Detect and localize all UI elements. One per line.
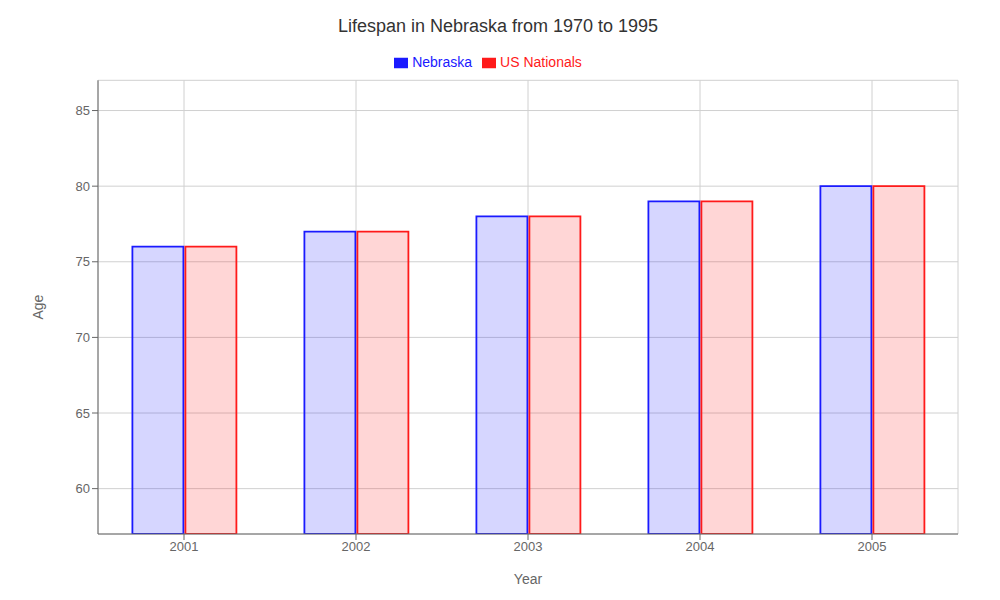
html-text:Lifespan in Nebraska from 1970: Lifespan in Nebraska from 1970 to 1995 — [337, 16, 659, 36]
svg-text:2003: 2003 — [514, 539, 543, 554]
svg-text:2004: 2004 — [686, 539, 715, 554]
svg-text:2001: 2001 — [170, 539, 199, 554]
svg-text:60: 60 — [76, 481, 90, 496]
html-text:Nebraska: Nebraska — [412, 54, 473, 70]
svg-text:85: 85 — [76, 103, 90, 118]
svg-text:2002: 2002 — [342, 539, 371, 554]
svg-text:80: 80 — [76, 179, 90, 194]
svg-text:Year: Year — [514, 571, 543, 587]
svg-text:75: 75 — [76, 254, 90, 269]
html-text:US Nationals: US Nationals — [500, 54, 582, 70]
svg-text:2005: 2005 — [858, 539, 887, 554]
svg-text:Age: Age — [30, 294, 46, 319]
svg-text:65: 65 — [76, 406, 90, 421]
svg-text:70: 70 — [76, 330, 90, 345]
